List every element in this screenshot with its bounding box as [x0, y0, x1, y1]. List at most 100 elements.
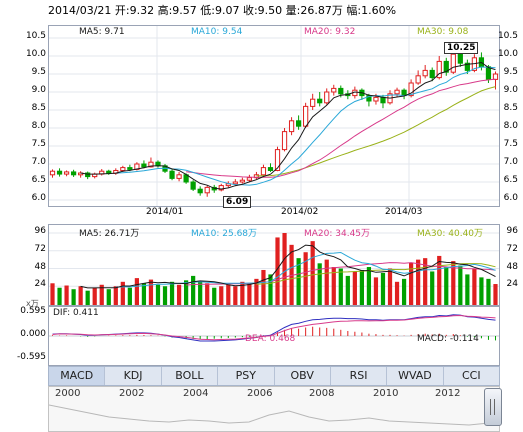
candle-body [380, 96, 386, 104]
volume-bar [50, 283, 55, 305]
volume-ma5-line [80, 244, 496, 289]
volume-bar [401, 278, 407, 305]
timeline-year-2004: 2004 [183, 388, 209, 399]
tab-psy[interactable]: PSY [218, 367, 275, 385]
candle-body [120, 167, 126, 171]
volume-bar [317, 263, 322, 305]
tab-boll[interactable]: BOLL [162, 367, 219, 385]
volume-bar [465, 274, 470, 305]
candle-body [422, 69, 428, 77]
macd-left-tick: -0.595 [16, 352, 46, 362]
tab-cci[interactable]: CCI [462, 369, 481, 382]
volume-bar [338, 268, 343, 305]
price-left-tick: 9.5 [31, 67, 46, 77]
candle-body [169, 170, 175, 179]
high-annotation: 10.25 [444, 42, 479, 54]
volume-bar [162, 286, 168, 305]
tab-wvad[interactable]: WVAD [387, 367, 444, 385]
timeline-sparkline [49, 404, 499, 426]
volume-bar [198, 281, 203, 305]
volume-bar [85, 290, 90, 305]
price-left-tick: 7.5 [31, 139, 46, 149]
candle-body [56, 170, 63, 175]
volume-bar [134, 278, 139, 305]
volume-bar [359, 269, 364, 305]
candle-body [408, 82, 414, 97]
price-ma10-line [115, 66, 496, 186]
volume-right-tick: 48 [506, 261, 518, 272]
volume-chart-svg [49, 232, 499, 305]
volume-bar [451, 261, 456, 305]
timeline-navigator[interactable]: 2000 2002 2004 2006 2008 2010 2012 [48, 386, 500, 432]
volume-bar [345, 275, 350, 305]
volume-right-tick: 24 [506, 279, 518, 290]
x-label-2014-01: 2014/01 [146, 207, 184, 217]
candle-body [324, 91, 330, 104]
volume-ma5-label: MA5: 26.71万 [79, 229, 140, 239]
timeline-year-2002: 2002 [119, 388, 145, 399]
macd-left-tick: 0.595 [20, 306, 46, 316]
volume-bar [261, 269, 266, 305]
candle-body [373, 96, 379, 102]
candle-body [415, 75, 421, 84]
candle-body [281, 131, 288, 151]
candle-body [317, 98, 323, 104]
volume-bar [303, 252, 308, 305]
candle-body [310, 98, 316, 107]
candle-body [176, 174, 182, 179]
price-right-tick: 7.0 [503, 157, 518, 167]
candle-body [190, 181, 196, 190]
candle-body [267, 167, 274, 171]
tab-kdj[interactable]: KDJ [105, 367, 162, 385]
candle-body [288, 120, 295, 133]
candle-body [71, 171, 77, 176]
volume-ma30-label: MA30: 40.40万 [417, 229, 484, 239]
price-right-tick: 8.5 [503, 103, 518, 113]
volume-bar [247, 283, 252, 305]
tab-macd[interactable]: MACD [49, 367, 106, 385]
volume-ma10-label: MA10: 25.68万 [191, 229, 258, 239]
candle-body [197, 188, 203, 194]
volume-bar [240, 281, 245, 305]
volume-bar [148, 279, 154, 305]
volume-bar [176, 284, 182, 305]
candle-body [303, 105, 309, 127]
price-ma30-line [256, 86, 496, 177]
macd-value-label: MACD: -0.114 [417, 334, 479, 344]
volume-bar [444, 267, 449, 305]
tab-obv[interactable]: OBV [275, 367, 331, 385]
volume-bar [409, 262, 414, 305]
price-right-tick: 7.5 [503, 139, 518, 149]
low-annotation: 6.09 [223, 196, 252, 208]
price-left-tick: 7.0 [31, 157, 46, 167]
price-panel: MA5: 9.71 MA10: 9.54 MA20: 9.32 MA30: 9.… [48, 25, 500, 208]
tab-rsi[interactable]: RSI [331, 367, 388, 385]
price-left-tick: 6.5 [31, 175, 46, 185]
volume-bar [430, 271, 435, 305]
price-left-tick: 10.0 [25, 49, 46, 59]
price-ma10-label: MA10: 9.54 [191, 27, 243, 37]
candle-body [260, 167, 267, 176]
volume-bar [458, 265, 463, 305]
volume-bar [127, 287, 132, 305]
volume-bar [268, 274, 273, 305]
price-ma30-label: MA30: 9.08 [417, 27, 469, 37]
price-right-tick: 10.5 [497, 31, 518, 41]
price-chart-svg [49, 26, 499, 206]
candle-body [63, 171, 70, 175]
price-left-tick: 10.5 [25, 31, 46, 41]
price-right-tick: 6.0 [503, 193, 518, 203]
volume-bar [191, 275, 196, 305]
volume-bar [113, 286, 118, 305]
timeline-year-2008: 2008 [309, 388, 335, 399]
volume-bar [64, 285, 69, 305]
price-right-tick: 10.0 [497, 49, 518, 59]
volume-ma20-label: MA20: 34.45万 [304, 229, 371, 239]
timeline-drag-handle[interactable] [484, 388, 502, 426]
price-left-tick: 6.0 [31, 193, 46, 203]
price-right-tick: 9.5 [503, 67, 518, 77]
price-ma5-line [80, 61, 496, 190]
candle-body [204, 186, 210, 194]
volume-bar [233, 286, 238, 305]
macd-chart-svg [49, 314, 499, 342]
